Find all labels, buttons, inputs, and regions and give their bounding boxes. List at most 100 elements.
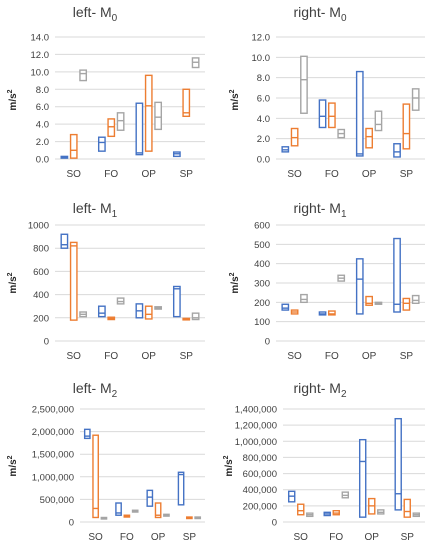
box-mark: [92, 434, 99, 519]
chart-title: right- M1: [293, 200, 346, 220]
y-tick-label: 2.0: [36, 137, 49, 148]
y-axis-label: m/s2: [223, 455, 235, 476]
x-category-label: SO: [287, 169, 302, 180]
box-mark: [135, 102, 144, 156]
box-mark: [79, 69, 88, 82]
box-mark: [144, 74, 153, 152]
x-category-label: SP: [183, 532, 197, 543]
box-mark: [97, 136, 106, 152]
y-tick-label: 1,000,000: [235, 437, 277, 448]
x-category-label: SO: [67, 169, 82, 180]
y-tick-label: 100: [254, 317, 270, 328]
y-tick-label: 500: [254, 240, 270, 251]
box-mark: [69, 133, 78, 159]
y-axis-label-superscript: 2: [7, 272, 14, 276]
box-mark: [177, 471, 185, 506]
box-mark: [402, 103, 411, 150]
x-category-label: FO: [120, 532, 134, 543]
y-axis-label-main: m/s: [8, 459, 19, 477]
box-mark: [355, 70, 364, 157]
x-category-label: SP: [180, 169, 194, 180]
box-mark: [358, 438, 367, 518]
y-axis-label-superscript: 2: [7, 455, 14, 459]
y-tick-label: 600,000: [243, 469, 277, 480]
x-category-label: SP: [401, 532, 415, 543]
box-mark: [107, 118, 116, 138]
y-tick-label: 12.0: [252, 33, 271, 44]
chart-panel-6: right- M2m/s20200,000400,000600,000800,0…: [223, 380, 425, 543]
y-tick-label: 0: [69, 518, 74, 529]
box-mark: [116, 112, 125, 131]
y-tick-label: 2,500,000: [32, 405, 74, 416]
y-tick-label: 10.0: [252, 53, 271, 64]
x-category-label: SP: [180, 351, 194, 362]
y-tick-label: 1000: [28, 221, 49, 232]
box-mark: [144, 305, 153, 320]
chart-title: left- M2: [73, 380, 118, 400]
y-tick-label: 800: [33, 244, 49, 255]
y-axis-label-main: m/s: [230, 276, 241, 294]
box-mark: [297, 503, 305, 516]
y-tick-label: 200: [254, 298, 270, 309]
y-tick-label: 8.0: [257, 73, 270, 84]
box-mark: [328, 102, 336, 129]
y-axis-label-main: m/s: [8, 93, 19, 111]
y-axis-label: m/s2: [229, 89, 241, 110]
y-tick-label: 400,000: [243, 485, 277, 496]
y-axis-label-main: m/s: [8, 276, 19, 294]
chart-title: right- M2: [293, 380, 346, 400]
chart-title-main: left- M: [73, 200, 112, 216]
chart-title-main: left- M: [73, 380, 112, 396]
x-category-label: SO: [88, 532, 103, 543]
x-category-label: SO: [294, 532, 309, 543]
y-tick-label: 0: [44, 337, 49, 348]
chart-title: right- M0: [293, 4, 346, 24]
box-mark: [146, 489, 154, 507]
box-mark: [402, 297, 411, 311]
chart-title-main: right- M: [293, 200, 340, 216]
chart-title-main: right- M: [293, 380, 340, 396]
box-mark: [393, 237, 401, 313]
y-tick-label: 500,000: [40, 495, 74, 506]
box-mark: [182, 88, 191, 117]
box-mark: [154, 101, 163, 131]
y-axis-label-superscript: 2: [223, 455, 230, 459]
box-mark: [411, 294, 420, 305]
y-tick-label: 0: [272, 518, 277, 529]
y-tick-label: 0.0: [36, 155, 49, 166]
y-tick-label: 6.0: [36, 102, 49, 113]
chart-title-subscript: 2: [341, 389, 347, 400]
chart-panel-1: left- M0 m/s2 0.0 2.0 4.0 6.0 8.0 10.0 12.0 14.0 S…: [7, 4, 205, 180]
chart-panel-4: right- M1 m/s2 0 100 200 300 400 500 600 SO FO OP SP: [229, 200, 425, 362]
y-tick-label: 0: [265, 337, 270, 348]
x-category-label: SO: [287, 351, 302, 362]
x-category-label: OP: [362, 351, 377, 362]
y-tick-label: 1,400,000: [235, 405, 277, 416]
y-tick-label: 1,500,000: [32, 450, 74, 461]
y-tick-label: 400: [33, 290, 49, 301]
box-mark: [393, 143, 401, 158]
y-axis-label: m/s2: [7, 272, 19, 293]
y-tick-label: 2,000,000: [32, 427, 74, 438]
x-category-label: OP: [151, 532, 166, 543]
x-category-label: OP: [142, 169, 157, 180]
y-tick-label: 800,000: [243, 453, 277, 464]
box-mark: [328, 310, 336, 316]
chart-title-subscript: 0: [341, 13, 347, 24]
chart-title-main: left- M: [73, 4, 112, 20]
y-tick-label: 0.0: [257, 155, 270, 166]
chart-title-subscript: 2: [112, 389, 118, 400]
y-tick-label: 200: [33, 313, 49, 324]
x-category-label: OP: [142, 351, 157, 362]
y-tick-label: 14.0: [31, 33, 50, 44]
y-axis-label: m/s2: [7, 455, 19, 476]
chart-title-subscript: 1: [112, 209, 118, 220]
y-axis-label-superscript: 2: [229, 272, 236, 276]
chart-panel-5: left- M2m/s20500,0001,000,0001,500,0002,…: [7, 380, 205, 543]
y-tick-label: 4.0: [257, 114, 270, 125]
x-category-label: OP: [365, 532, 380, 543]
y-axis-label: m/s2: [229, 272, 241, 293]
box-mark: [365, 295, 373, 306]
y-tick-label: 300: [254, 279, 270, 290]
y-tick-label: 1,000,000: [32, 472, 74, 483]
